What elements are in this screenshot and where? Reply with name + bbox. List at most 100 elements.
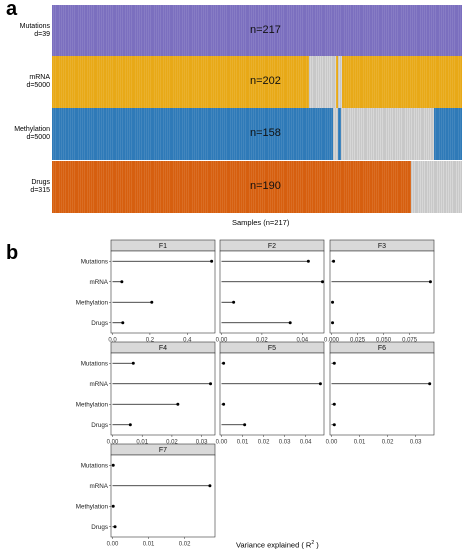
x-tick-label: 0.01 xyxy=(143,542,155,548)
x-tick-label: 0.03 xyxy=(196,440,208,446)
y-tick-label-mrna: mRNA xyxy=(89,279,108,286)
facet-panel xyxy=(110,352,216,436)
y-tick-label-mrna: mRNA xyxy=(89,381,108,388)
row-view-name: Methylation xyxy=(14,126,50,133)
lollipop-point-methylation xyxy=(232,300,236,304)
lollipop-point-mutations xyxy=(306,259,310,263)
x-tick-label: 0.00 xyxy=(107,440,119,446)
lollipop-point-mrna xyxy=(120,280,124,284)
x-tick-label: 0.02 xyxy=(179,542,191,548)
lollipop-point-mrna xyxy=(318,382,322,386)
variance-axis-label-sup: 2 xyxy=(311,540,315,546)
lollipop-point-drugs xyxy=(332,423,336,427)
lollipop-point-mrna xyxy=(208,484,212,488)
x-tick-label: 0.000 xyxy=(324,338,340,344)
y-tick-label-mutations: Mutations xyxy=(81,361,108,368)
x-tick-label: 0.4 xyxy=(183,338,192,344)
x-tick-label: 0.00 xyxy=(216,338,228,344)
facet-title: F6 xyxy=(378,345,386,352)
facet-title: F7 xyxy=(159,447,167,454)
row-dimension: d=5000 xyxy=(26,134,50,141)
row-dimension: d=5000 xyxy=(26,82,50,89)
facet-title: F3 xyxy=(378,243,386,250)
samples-heatmap: Mutations d=39 n=217 mRNA d=5000 n=202 Methyla… xyxy=(0,0,474,232)
lollipop-point-mrna xyxy=(209,382,213,386)
lollipop-point-mutations xyxy=(210,259,214,263)
lollipop-point-mrna xyxy=(428,280,432,284)
sample-count-mrna: n=202 xyxy=(250,75,281,87)
missing-samples-block xyxy=(411,161,462,213)
row-view-name: Drugs xyxy=(31,179,50,186)
x-tick-label: 0.03 xyxy=(279,440,291,446)
y-tick-label-drugs: Drugs xyxy=(91,524,108,531)
x-tick-label: 0.02 xyxy=(258,440,270,446)
y-tick-label-mutations: Mutations xyxy=(81,463,108,470)
x-tick-label: 0.02 xyxy=(382,440,394,446)
variance-axis-label-end: ) xyxy=(314,540,319,550)
heatmap-row-mutations xyxy=(52,5,462,57)
lollipop-point-drugs xyxy=(121,321,125,325)
y-tick-label-drugs: Drugs xyxy=(91,320,108,327)
panel-a-label: a xyxy=(6,0,18,20)
x-tick-label: 0.075 xyxy=(402,338,418,344)
lollipop-point-mrna xyxy=(428,382,432,386)
y-tick-label-methylation: Methylation xyxy=(76,504,109,511)
facet-title: F2 xyxy=(268,243,276,250)
lollipop-point-drugs xyxy=(113,525,117,529)
facet-panel xyxy=(110,454,216,538)
lollipop-point-mutations xyxy=(222,361,226,365)
row-label-methylation: Methylation d=5000 xyxy=(0,126,50,142)
missing-samples-block xyxy=(309,56,337,108)
facet-panel xyxy=(329,250,435,334)
sample-count-drugs: n=190 xyxy=(250,180,281,192)
lollipop-point-methylation xyxy=(150,300,154,304)
x-tick-label: 0.01 xyxy=(136,440,148,446)
lollipop-point-mutations xyxy=(111,463,115,467)
row-dimension: d=39 xyxy=(34,31,50,38)
lollipop-point-mutations xyxy=(332,361,336,365)
x-tick-label: 0.0 xyxy=(108,338,117,344)
lollipop-point-drugs xyxy=(288,321,292,325)
x-tick-label: 0.02 xyxy=(256,338,268,344)
lollipop-point-drugs xyxy=(331,321,335,325)
y-tick-label-mrna: mRNA xyxy=(89,483,108,490)
facet-panel xyxy=(110,250,216,334)
facet-panel xyxy=(219,352,325,436)
x-tick-label: 0.04 xyxy=(300,440,312,446)
lollipop-point-methylation xyxy=(176,402,180,406)
x-tick-label: 0.2 xyxy=(146,338,155,344)
lollipop-point-methylation xyxy=(331,300,335,304)
row-dimension: d=315 xyxy=(30,187,50,194)
variance-axis-label: Variance explained ( R2 ) xyxy=(236,540,319,550)
missing-samples-block xyxy=(340,108,435,160)
x-tick-label: 0.03 xyxy=(410,440,422,446)
row-label-drugs: Drugs d=315 xyxy=(0,179,50,195)
x-tick-label: 0.025 xyxy=(350,338,366,344)
lollipop-point-mutations xyxy=(332,259,336,263)
x-tick-label: 0.00 xyxy=(326,440,338,446)
y-tick-label-methylation: Methylation xyxy=(76,402,109,409)
variance-axis-label-text: Variance explained ( R xyxy=(236,540,312,550)
facet-title: F5 xyxy=(268,345,276,352)
row-label-mutations: Mutations d=39 xyxy=(0,23,50,39)
sample-count-methylation: n=158 xyxy=(250,127,281,139)
row-label-mrna: mRNA d=5000 xyxy=(0,74,50,90)
heatmap-row-mrna xyxy=(52,56,462,108)
y-tick-label-drugs: Drugs xyxy=(91,422,108,429)
missing-samples-block xyxy=(337,56,342,108)
row-view-name: Mutations xyxy=(19,23,50,30)
facet-title: F1 xyxy=(159,243,167,250)
lollipop-point-drugs xyxy=(243,423,247,427)
lollipop-point-methylation xyxy=(222,402,226,406)
lollipop-point-mrna xyxy=(321,280,324,284)
facet-panel xyxy=(219,250,325,334)
y-tick-label-methylation: Methylation xyxy=(76,300,109,307)
x-tick-label: 0.04 xyxy=(296,338,308,344)
x-tick-label: 0.00 xyxy=(107,542,119,548)
y-tick-label-mutations: Mutations xyxy=(81,259,108,266)
facet-panel xyxy=(329,352,435,436)
lollipop-point-drugs xyxy=(128,423,132,427)
missing-samples-block xyxy=(333,108,338,160)
